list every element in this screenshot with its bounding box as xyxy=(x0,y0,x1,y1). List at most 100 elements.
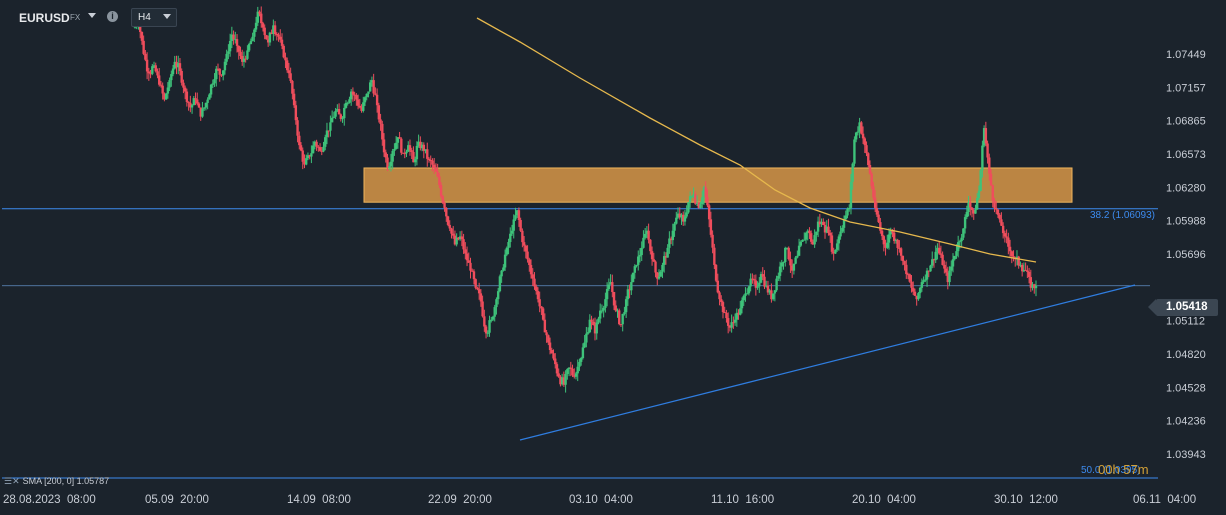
candle[interactable] xyxy=(242,51,246,68)
candle[interactable] xyxy=(180,68,183,86)
candle[interactable] xyxy=(569,361,573,377)
candle[interactable] xyxy=(360,104,363,113)
candle[interactable] xyxy=(714,264,718,283)
candle[interactable] xyxy=(899,247,903,261)
candle[interactable] xyxy=(865,141,868,157)
candle[interactable] xyxy=(490,316,493,323)
candle[interactable] xyxy=(962,228,965,241)
candle[interactable] xyxy=(879,217,882,234)
candle[interactable] xyxy=(202,107,206,111)
candle[interactable] xyxy=(647,223,650,244)
candle[interactable] xyxy=(811,239,815,245)
candle[interactable] xyxy=(630,274,633,295)
candle[interactable] xyxy=(937,241,941,255)
candle[interactable] xyxy=(223,58,227,75)
candle[interactable] xyxy=(382,133,386,157)
candle[interactable] xyxy=(1003,230,1007,243)
candle[interactable] xyxy=(662,251,666,273)
candle[interactable] xyxy=(576,359,579,382)
candle[interactable] xyxy=(422,142,426,159)
candle[interactable] xyxy=(310,145,313,164)
candle[interactable] xyxy=(988,153,991,181)
candle[interactable] xyxy=(253,28,256,43)
candle[interactable] xyxy=(825,220,828,234)
candle[interactable] xyxy=(631,272,635,283)
candle[interactable] xyxy=(194,92,197,106)
candle[interactable] xyxy=(870,171,873,190)
candle[interactable] xyxy=(868,160,872,175)
candle[interactable] xyxy=(488,315,491,337)
candle[interactable] xyxy=(694,191,697,205)
candle[interactable] xyxy=(789,251,792,273)
candle[interactable] xyxy=(652,252,656,263)
candle[interactable] xyxy=(491,315,495,322)
candle[interactable] xyxy=(974,204,977,214)
candle[interactable] xyxy=(168,77,171,91)
candle[interactable] xyxy=(298,131,301,150)
candle[interactable] xyxy=(152,61,156,69)
candle[interactable] xyxy=(884,239,887,256)
candle[interactable] xyxy=(237,45,240,60)
candle[interactable] xyxy=(948,266,951,287)
candle[interactable] xyxy=(221,70,225,81)
candle[interactable] xyxy=(448,220,451,232)
candle[interactable] xyxy=(355,93,358,106)
candle[interactable] xyxy=(244,55,247,63)
candle[interactable] xyxy=(766,280,770,296)
candle[interactable] xyxy=(356,94,360,110)
candle[interactable] xyxy=(261,21,265,32)
candle[interactable] xyxy=(379,113,382,131)
candle[interactable] xyxy=(758,277,761,293)
candle[interactable] xyxy=(322,141,325,153)
candle[interactable] xyxy=(183,85,187,100)
candle[interactable] xyxy=(915,295,918,306)
candle[interactable] xyxy=(348,96,351,104)
candle[interactable] xyxy=(471,268,474,272)
candle[interactable] xyxy=(621,313,624,332)
candle[interactable] xyxy=(445,207,448,222)
indicator-legend[interactable]: ☰✕ SMA [200, 0] 1.05787 xyxy=(4,476,109,487)
candle[interactable] xyxy=(477,282,481,300)
candle[interactable] xyxy=(993,197,996,213)
candle[interactable] xyxy=(213,73,216,87)
candle[interactable] xyxy=(289,67,292,84)
candle[interactable] xyxy=(777,272,780,282)
candle[interactable] xyxy=(277,32,280,42)
candle[interactable] xyxy=(170,70,173,87)
candle[interactable] xyxy=(1001,222,1005,239)
candle[interactable] xyxy=(481,295,484,318)
candle[interactable] xyxy=(841,225,844,234)
candle[interactable] xyxy=(507,238,510,255)
candle[interactable] xyxy=(803,232,806,241)
candle[interactable] xyxy=(164,92,168,100)
candle[interactable] xyxy=(688,191,692,208)
candle[interactable] xyxy=(790,259,794,278)
candle[interactable] xyxy=(460,230,464,247)
candle[interactable] xyxy=(263,24,266,40)
candle[interactable] xyxy=(384,149,387,163)
candle[interactable] xyxy=(643,228,647,240)
candle[interactable] xyxy=(554,353,557,369)
candle[interactable] xyxy=(438,172,441,189)
candle[interactable] xyxy=(564,370,567,393)
candle[interactable] xyxy=(581,343,585,360)
candle[interactable] xyxy=(503,249,507,271)
candle[interactable] xyxy=(381,120,384,146)
candle[interactable] xyxy=(178,58,182,76)
candle[interactable] xyxy=(970,206,974,218)
candle[interactable] xyxy=(740,297,744,314)
candle[interactable] xyxy=(469,257,472,279)
candle[interactable] xyxy=(730,314,733,333)
candle[interactable] xyxy=(704,181,707,203)
candle[interactable] xyxy=(405,149,408,158)
candle[interactable] xyxy=(548,337,552,355)
candle[interactable] xyxy=(145,52,149,80)
candle[interactable] xyxy=(718,290,721,306)
candle[interactable] xyxy=(156,68,159,79)
candle[interactable] xyxy=(486,330,489,337)
candle[interactable] xyxy=(955,244,958,259)
candle[interactable] xyxy=(190,104,194,114)
candle[interactable] xyxy=(756,281,759,290)
candle[interactable] xyxy=(784,246,787,267)
candle[interactable] xyxy=(412,146,415,163)
